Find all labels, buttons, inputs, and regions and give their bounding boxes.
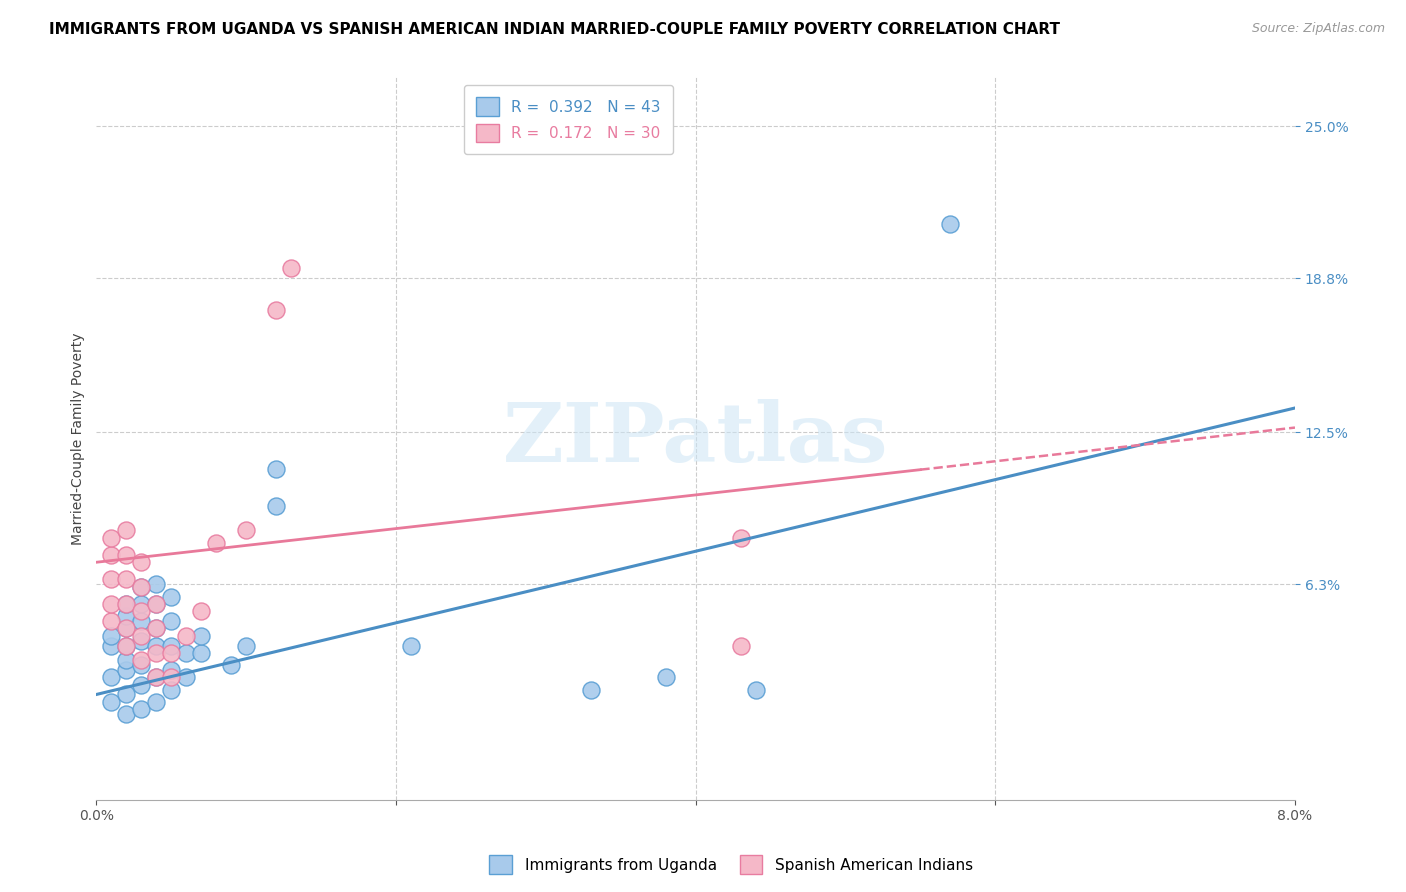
- Point: [190, 629, 212, 643]
- Point: [145, 639, 167, 653]
- Point: [115, 548, 138, 562]
- Point: [235, 524, 257, 538]
- Point: [579, 682, 602, 697]
- Point: [160, 590, 183, 604]
- Point: [145, 670, 167, 684]
- Point: [100, 629, 122, 643]
- Point: [100, 548, 122, 562]
- Point: [264, 462, 287, 476]
- Text: ZIPatlas: ZIPatlas: [503, 399, 889, 479]
- Point: [115, 707, 138, 722]
- Point: [235, 639, 257, 653]
- Point: [730, 531, 752, 545]
- Point: [264, 499, 287, 513]
- Point: [115, 688, 138, 702]
- Point: [145, 621, 167, 635]
- Point: [115, 573, 138, 587]
- Point: [160, 614, 183, 628]
- Point: [129, 614, 152, 628]
- Point: [115, 597, 138, 611]
- Point: [160, 639, 183, 653]
- Point: [129, 580, 152, 594]
- Point: [654, 670, 676, 684]
- Point: [145, 670, 167, 684]
- Point: [129, 653, 152, 667]
- Point: [115, 609, 138, 624]
- Legend: R =  0.392   N = 43, R =  0.172   N = 30: R = 0.392 N = 43, R = 0.172 N = 30: [464, 85, 672, 154]
- Point: [100, 670, 122, 684]
- Point: [115, 639, 138, 653]
- Point: [160, 670, 183, 684]
- Point: [174, 670, 197, 684]
- Point: [160, 663, 183, 677]
- Point: [145, 597, 167, 611]
- Point: [115, 621, 138, 635]
- Point: [145, 577, 167, 591]
- Point: [145, 695, 167, 709]
- Point: [145, 646, 167, 660]
- Point: [160, 682, 183, 697]
- Point: [174, 646, 197, 660]
- Point: [730, 639, 752, 653]
- Point: [115, 653, 138, 667]
- Point: [129, 658, 152, 673]
- Point: [129, 702, 152, 716]
- Point: [100, 695, 122, 709]
- Text: Source: ZipAtlas.com: Source: ZipAtlas.com: [1251, 22, 1385, 36]
- Point: [129, 629, 152, 643]
- Point: [219, 658, 242, 673]
- Point: [399, 639, 422, 653]
- Point: [100, 531, 122, 545]
- Point: [264, 303, 287, 318]
- Point: [115, 621, 138, 635]
- Text: IMMIGRANTS FROM UGANDA VS SPANISH AMERICAN INDIAN MARRIED-COUPLE FAMILY POVERTY : IMMIGRANTS FROM UGANDA VS SPANISH AMERIC…: [49, 22, 1060, 37]
- Point: [744, 682, 766, 697]
- Point: [145, 597, 167, 611]
- Point: [280, 261, 302, 276]
- Point: [939, 218, 962, 232]
- Point: [115, 639, 138, 653]
- Point: [145, 621, 167, 635]
- Point: [115, 663, 138, 677]
- Point: [100, 614, 122, 628]
- Point: [205, 535, 228, 549]
- Y-axis label: Married-Couple Family Poverty: Married-Couple Family Poverty: [72, 333, 86, 545]
- Point: [100, 597, 122, 611]
- Point: [115, 524, 138, 538]
- Point: [100, 639, 122, 653]
- Point: [129, 678, 152, 692]
- Point: [160, 646, 183, 660]
- Point: [190, 604, 212, 618]
- Point: [129, 604, 152, 618]
- Point: [190, 646, 212, 660]
- Point: [129, 597, 152, 611]
- Point: [129, 555, 152, 569]
- Point: [115, 597, 138, 611]
- Point: [174, 629, 197, 643]
- Legend: Immigrants from Uganda, Spanish American Indians: Immigrants from Uganda, Spanish American…: [484, 849, 979, 880]
- Point: [129, 580, 152, 594]
- Point: [129, 633, 152, 648]
- Point: [100, 573, 122, 587]
